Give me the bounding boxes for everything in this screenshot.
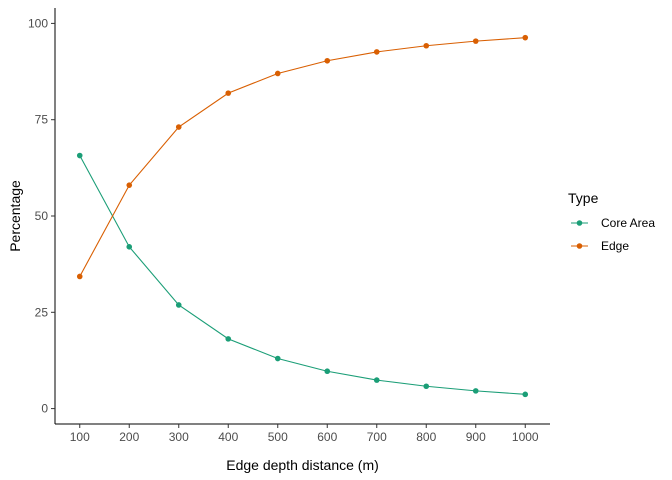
- data-point-core-area: [423, 383, 430, 390]
- legend-title: Type: [568, 190, 599, 206]
- data-point-edge: [373, 49, 380, 55]
- axes: [54, 8, 550, 425]
- x-tick-label: 900: [466, 430, 486, 444]
- legend-items: Core Area Edge: [571, 216, 655, 253]
- data-point-edge: [274, 70, 281, 77]
- x-tick-label: 800: [416, 430, 436, 444]
- series-line-edge: [79, 37, 526, 277]
- data-point-core-area: [324, 368, 331, 375]
- x-tick-label: 400: [218, 430, 238, 444]
- data-point-core-area: [373, 377, 380, 383]
- data-point-core-area: [522, 391, 529, 398]
- legend-label: Core Area: [601, 216, 655, 230]
- data-point-core-area: [175, 302, 182, 308]
- legend: Type Core Area Edge: [568, 190, 655, 253]
- data-point-core-area: [126, 244, 133, 250]
- x-axis-title: Edge depth distance (m): [226, 457, 379, 473]
- x-tick-label: 700: [367, 430, 387, 444]
- legend-item-core-area: Core Area: [571, 216, 655, 230]
- series-edge: [76, 34, 529, 280]
- data-point-edge: [175, 124, 182, 130]
- legend-key-point: [576, 243, 583, 249]
- data-point-core-area: [225, 336, 232, 342]
- legend-label: Edge: [601, 239, 629, 253]
- data-point-edge: [472, 38, 479, 44]
- series-layer: [76, 34, 529, 398]
- x-tick-label: 300: [169, 430, 189, 444]
- y-tick-label: 25: [35, 305, 49, 319]
- legend-key-point: [576, 220, 583, 226]
- x-axis-ticks: 100 200 300 400 500 600 700 800 900 1000: [70, 424, 539, 444]
- y-axis-title: Percentage: [7, 180, 23, 252]
- series-line-core-area: [79, 155, 526, 395]
- data-point-edge: [522, 34, 529, 41]
- legend-item-edge: Edge: [571, 239, 629, 253]
- y-tick-label: 75: [35, 113, 49, 127]
- x-tick-label: 100: [70, 430, 90, 444]
- data-point-edge: [225, 90, 232, 96]
- series-core-area: [76, 152, 529, 398]
- data-point-edge: [76, 273, 83, 280]
- data-point-core-area: [76, 152, 83, 159]
- y-tick-label: 100: [28, 16, 48, 30]
- data-point-core-area: [472, 388, 479, 394]
- y-tick-label: 50: [35, 209, 49, 223]
- x-tick-label: 600: [317, 430, 337, 444]
- y-tick-label: 0: [41, 402, 48, 416]
- x-tick-label: 1000: [512, 430, 539, 444]
- data-point-edge: [126, 182, 133, 188]
- data-point-core-area: [274, 355, 281, 362]
- data-point-edge: [324, 57, 331, 64]
- y-axis-ticks: 0 25 50 75 100: [28, 16, 55, 416]
- data-point-edge: [423, 42, 430, 49]
- x-tick-label: 200: [119, 430, 139, 444]
- x-tick-label: 500: [268, 430, 288, 444]
